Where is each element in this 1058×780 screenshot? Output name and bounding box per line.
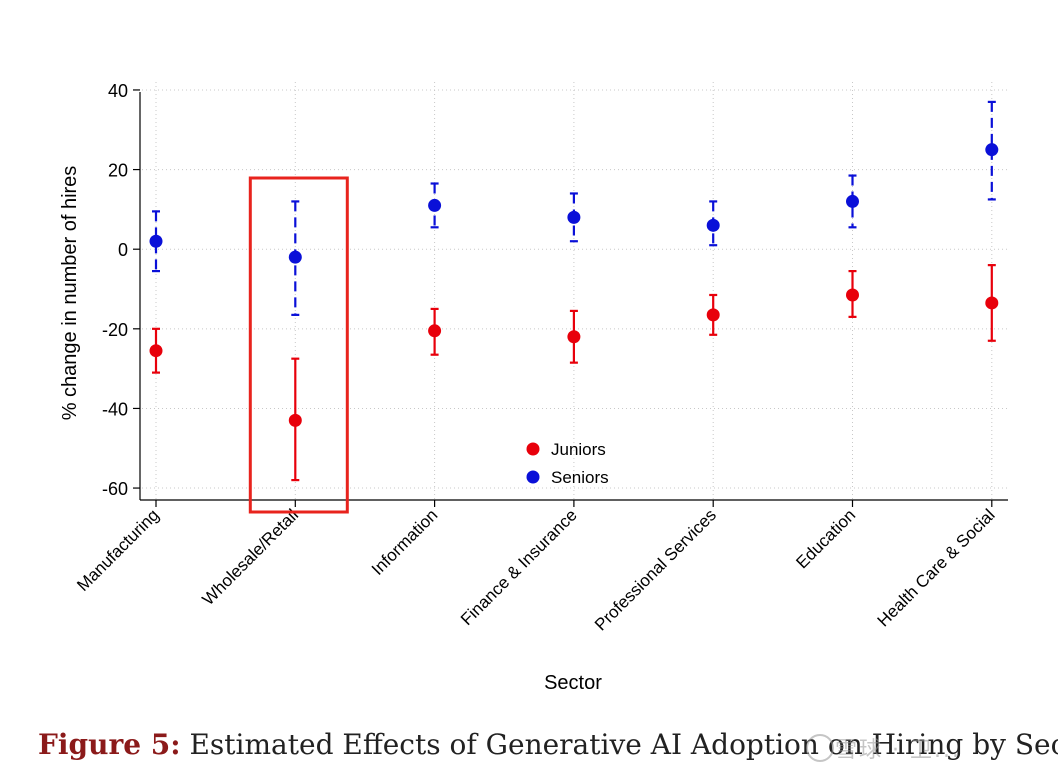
legend: Juniors Seniors [526, 440, 609, 487]
grid-lines [142, 82, 1008, 500]
highlight-box [248, 176, 349, 514]
chart-canvas: 40 20 0 -20 -40 -60 Manufacturing Wholesale/Re… [59, 81, 1008, 694]
point-seniors [567, 210, 581, 224]
point-juniors [706, 308, 720, 322]
x-tick-label: Professional Services [591, 505, 720, 634]
point-seniors [288, 250, 302, 264]
point-juniors [428, 324, 442, 338]
point-seniors [985, 143, 999, 157]
x-tick-label: Information [368, 505, 442, 579]
figure-label: Figure 5: [38, 728, 181, 761]
point-juniors [288, 413, 302, 427]
point-seniors [428, 198, 442, 212]
x-tick-label: Finance & Insurance [457, 505, 581, 629]
figure-caption: Figure 5: Estimated Effects of Generativ… [38, 728, 1058, 761]
y-tick-label: -40 [102, 399, 128, 419]
x-tick-label: Wholesale/Retail [198, 505, 302, 609]
watermark-icon [806, 734, 834, 762]
x-tick-label: Manufacturing [73, 505, 163, 595]
point-seniors [846, 194, 859, 208]
data-marks [149, 100, 999, 482]
y-tick-label: -60 [102, 479, 128, 499]
y-tick-label: 40 [108, 81, 128, 101]
y-axis-label: % change in number of hires [59, 166, 81, 421]
y-tick-label: 0 [118, 240, 128, 260]
watermark-text: 雪球 · 卫... [835, 738, 961, 763]
point-juniors [149, 344, 163, 358]
point-seniors [149, 234, 163, 248]
y-tick-label: -20 [102, 320, 128, 340]
legend-marker-seniors [526, 470, 540, 484]
highlight-box-group [248, 176, 349, 514]
x-tick-label: Education [792, 505, 859, 572]
x-axis-label: Sector [544, 672, 602, 694]
point-juniors [846, 288, 859, 302]
legend-label-juniors: Juniors [551, 440, 606, 459]
y-tick-label: 20 [108, 161, 128, 181]
x-tick-label: Health Care & Social [874, 505, 999, 630]
figure-caption-text: Estimated Effects of Generative AI Adopt… [180, 728, 1058, 761]
x-ticks: Manufacturing Wholesale/Retail Information… [73, 500, 999, 634]
point-seniors [706, 218, 720, 232]
legend-label-seniors: Seniors [551, 468, 609, 487]
legend-marker-juniors [526, 442, 540, 456]
point-juniors [567, 330, 581, 344]
y-ticks: 40 20 0 -20 -40 -60 [102, 81, 140, 499]
point-juniors [985, 296, 999, 310]
